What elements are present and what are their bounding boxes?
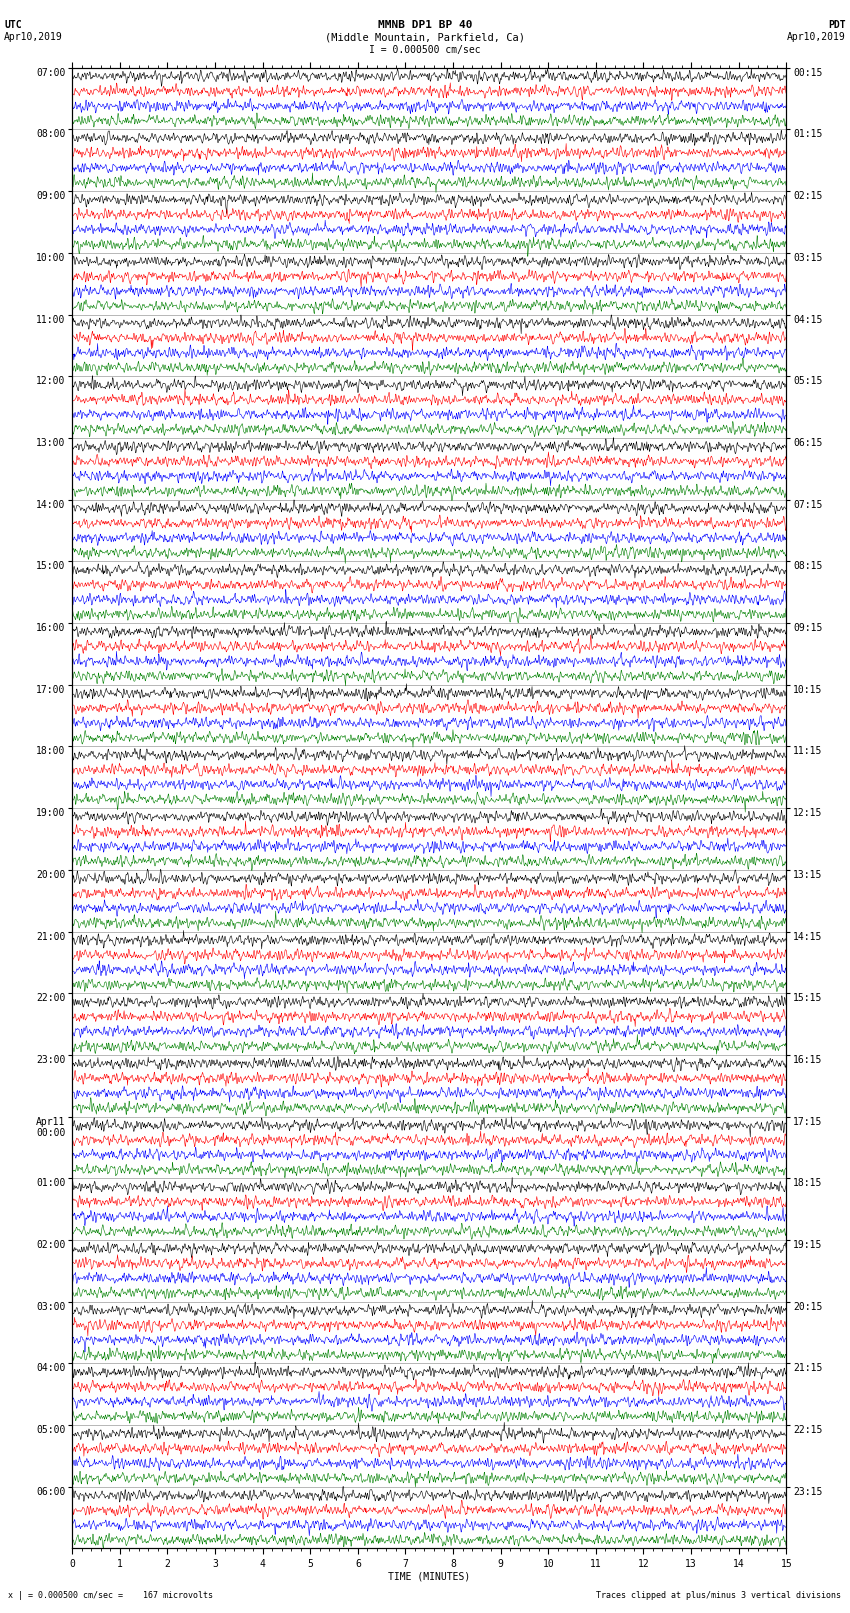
Text: x | = 0.000500 cm/sec =    167 microvolts: x | = 0.000500 cm/sec = 167 microvolts: [8, 1590, 213, 1600]
Text: PDT: PDT: [828, 19, 846, 31]
Text: I = 0.000500 cm/sec: I = 0.000500 cm/sec: [369, 45, 481, 55]
Text: Apr10,2019: Apr10,2019: [787, 32, 846, 42]
Text: Traces clipped at plus/minus 3 vertical divisions: Traces clipped at plus/minus 3 vertical …: [597, 1590, 842, 1600]
Text: MMNB DP1 BP 40: MMNB DP1 BP 40: [377, 19, 473, 31]
Text: Apr10,2019: Apr10,2019: [4, 32, 63, 42]
Text: (Middle Mountain, Parkfield, Ca): (Middle Mountain, Parkfield, Ca): [325, 32, 525, 42]
Text: UTC: UTC: [4, 19, 22, 31]
X-axis label: TIME (MINUTES): TIME (MINUTES): [388, 1571, 470, 1582]
